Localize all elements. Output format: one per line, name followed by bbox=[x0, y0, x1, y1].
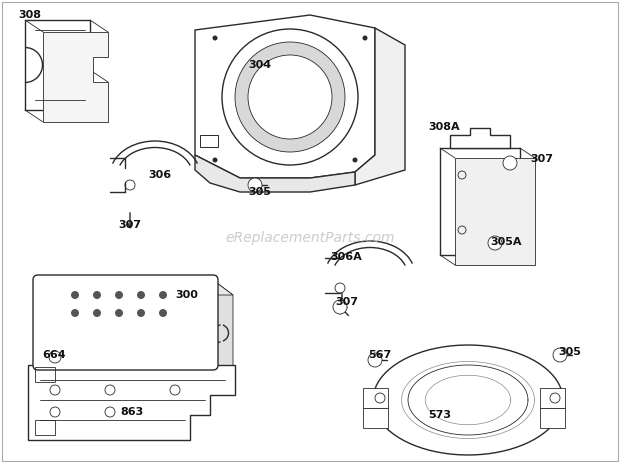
Circle shape bbox=[71, 291, 79, 299]
Circle shape bbox=[137, 309, 145, 317]
Bar bbox=[35, 367, 55, 382]
Circle shape bbox=[93, 309, 101, 317]
Polygon shape bbox=[455, 158, 535, 265]
Circle shape bbox=[159, 309, 167, 317]
Circle shape bbox=[333, 300, 347, 314]
Text: 305: 305 bbox=[558, 347, 581, 357]
Text: 567: 567 bbox=[368, 350, 391, 360]
Text: 307: 307 bbox=[335, 297, 358, 307]
Bar bbox=[35, 420, 55, 435]
Text: 863: 863 bbox=[120, 407, 143, 417]
Text: eReplacementParts.com: eReplacementParts.com bbox=[225, 231, 395, 245]
Circle shape bbox=[488, 236, 502, 250]
Circle shape bbox=[353, 157, 358, 163]
Circle shape bbox=[115, 309, 123, 317]
Polygon shape bbox=[373, 345, 563, 455]
Circle shape bbox=[213, 36, 218, 40]
Polygon shape bbox=[28, 365, 235, 440]
Polygon shape bbox=[440, 148, 520, 255]
Polygon shape bbox=[195, 15, 375, 178]
Polygon shape bbox=[213, 280, 233, 380]
Circle shape bbox=[49, 351, 61, 363]
Circle shape bbox=[553, 348, 567, 362]
Polygon shape bbox=[25, 20, 90, 110]
Circle shape bbox=[159, 291, 167, 299]
Bar bbox=[540, 408, 565, 428]
Polygon shape bbox=[355, 28, 405, 185]
Circle shape bbox=[222, 29, 358, 165]
Text: 307: 307 bbox=[118, 220, 141, 230]
FancyBboxPatch shape bbox=[33, 275, 218, 370]
Text: 305A: 305A bbox=[490, 237, 521, 247]
Circle shape bbox=[248, 55, 332, 139]
Circle shape bbox=[368, 353, 382, 367]
Bar bbox=[540, 388, 565, 408]
Polygon shape bbox=[38, 280, 233, 295]
Circle shape bbox=[503, 156, 517, 170]
Polygon shape bbox=[195, 155, 355, 192]
Polygon shape bbox=[450, 128, 510, 148]
Circle shape bbox=[93, 291, 101, 299]
Text: 305: 305 bbox=[248, 187, 271, 197]
Text: 306A: 306A bbox=[330, 252, 361, 262]
Bar bbox=[363, 388, 388, 408]
Text: 308: 308 bbox=[18, 10, 41, 20]
Circle shape bbox=[115, 291, 123, 299]
Bar bbox=[363, 408, 388, 428]
Circle shape bbox=[213, 157, 218, 163]
Circle shape bbox=[363, 36, 368, 40]
Text: 308A: 308A bbox=[428, 122, 459, 132]
Polygon shape bbox=[43, 32, 108, 122]
Text: 306: 306 bbox=[148, 170, 171, 180]
Circle shape bbox=[235, 42, 345, 152]
Circle shape bbox=[248, 178, 262, 192]
Text: 307: 307 bbox=[530, 154, 553, 164]
Text: 300: 300 bbox=[175, 290, 198, 300]
Circle shape bbox=[137, 291, 145, 299]
Text: 573: 573 bbox=[428, 410, 451, 420]
Bar bbox=[200, 135, 218, 147]
Text: 304: 304 bbox=[248, 60, 271, 70]
Text: 664: 664 bbox=[42, 350, 66, 360]
Circle shape bbox=[71, 309, 79, 317]
